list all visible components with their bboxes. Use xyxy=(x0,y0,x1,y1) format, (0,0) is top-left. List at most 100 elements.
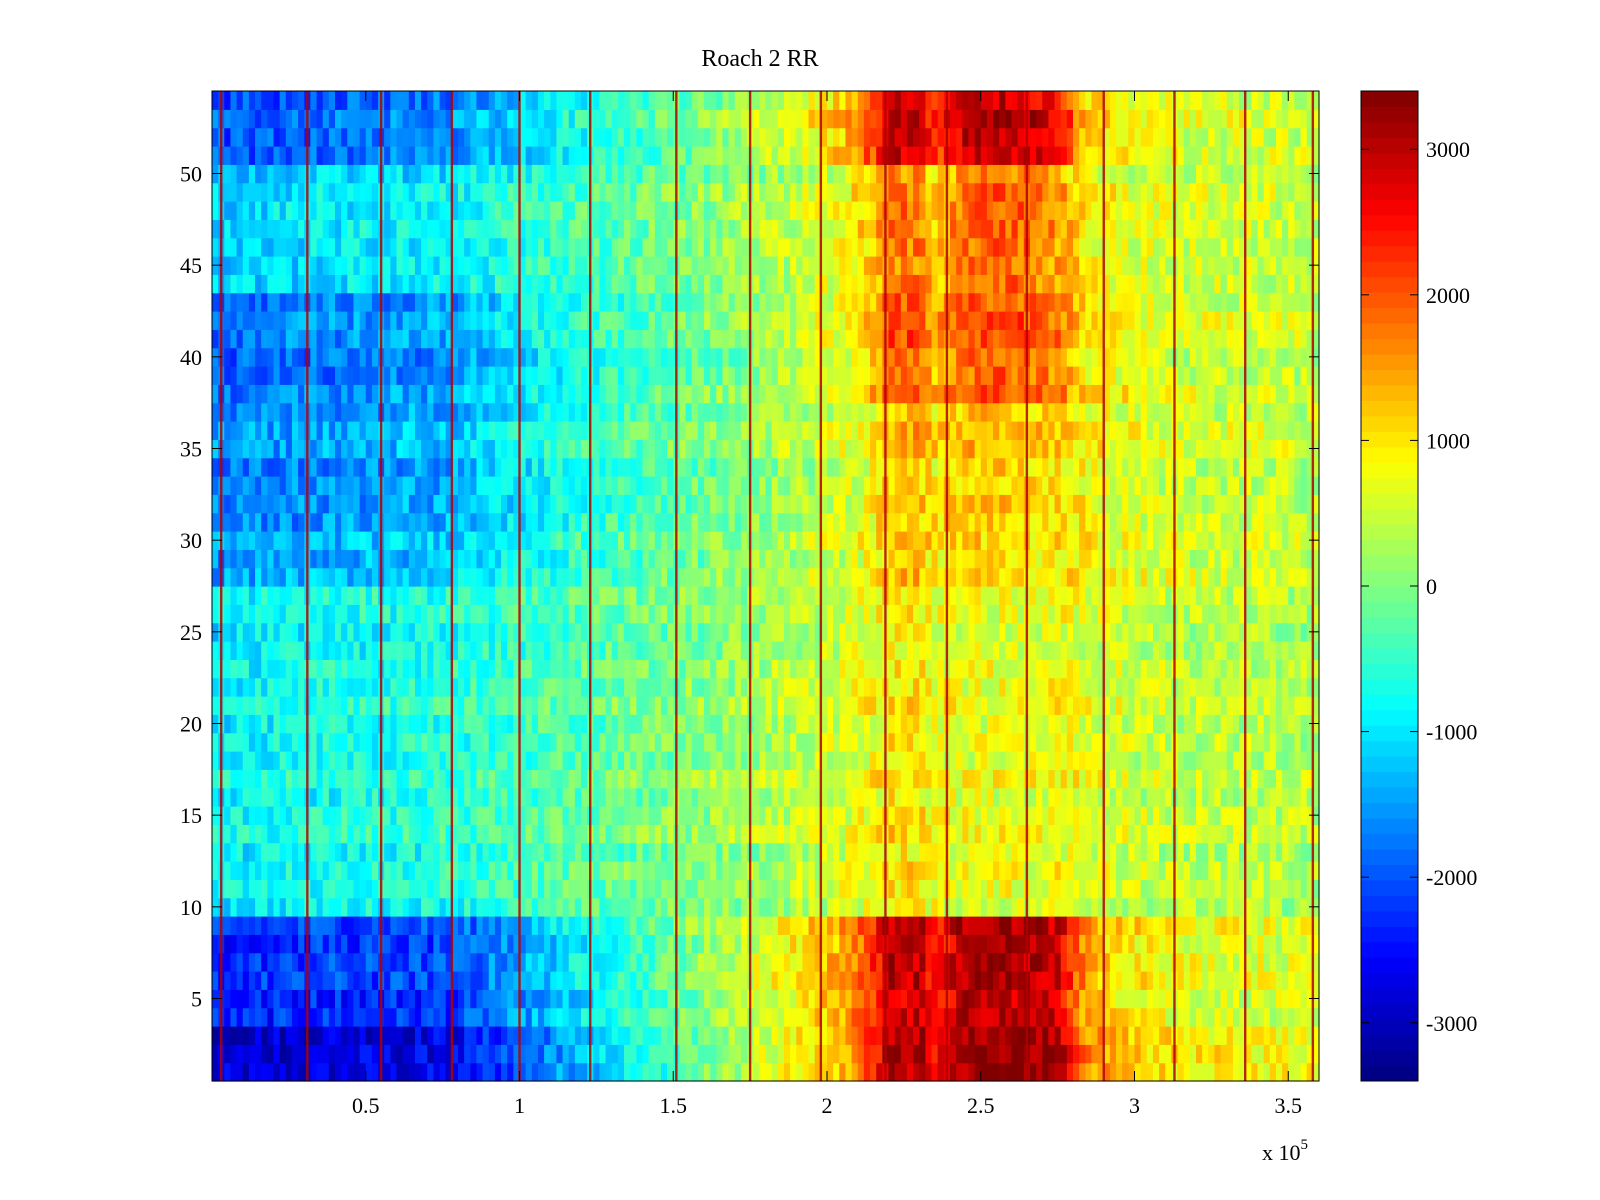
heatmap-cell xyxy=(267,714,275,734)
heatmap-cell xyxy=(771,622,779,642)
heatmap-cell xyxy=(488,604,496,624)
heatmap-cell xyxy=(488,622,496,642)
heatmap-cell xyxy=(1066,824,1074,844)
heatmap-cell xyxy=(925,604,933,624)
heatmap-cell xyxy=(1202,677,1209,697)
heatmap-cell xyxy=(1282,769,1289,789)
heatmap-cell xyxy=(568,971,576,990)
heatmap-cell xyxy=(1048,952,1056,972)
heatmap-cell xyxy=(230,1026,238,1045)
heatmap-cell xyxy=(913,971,920,990)
heatmap-cell xyxy=(827,1044,834,1064)
heatmap-cell xyxy=(1226,934,1234,954)
heatmap-cell xyxy=(1232,989,1240,1009)
heatmap-cell xyxy=(328,769,336,789)
heatmap-cell xyxy=(950,916,957,935)
heatmap-cell xyxy=(993,897,1000,917)
heatmap-cell xyxy=(1017,934,1025,954)
heatmap-cell xyxy=(1103,696,1111,715)
heatmap-cell xyxy=(630,677,637,697)
heatmap-cell xyxy=(335,696,342,715)
heatmap-cell xyxy=(396,787,404,807)
heatmap-cell xyxy=(544,1062,551,1082)
heatmap-cell xyxy=(550,604,557,624)
heatmap-cell xyxy=(783,586,791,605)
heatmap-cell xyxy=(445,787,453,807)
heatmap-cell xyxy=(870,971,877,990)
heatmap-cell xyxy=(1159,806,1166,825)
heatmap-cell xyxy=(482,1007,490,1027)
heatmap-cell xyxy=(279,567,287,587)
heatmap-cell xyxy=(704,952,711,972)
heatmap-cell xyxy=(396,567,404,587)
heatmap-cell xyxy=(1312,641,1320,660)
heatmap-cell xyxy=(371,806,379,825)
heatmap-cell xyxy=(1257,971,1265,990)
heatmap-cell xyxy=(390,861,398,880)
heatmap-cell xyxy=(1251,1044,1259,1064)
heatmap-cell xyxy=(667,787,674,807)
heatmap-cell xyxy=(298,842,305,862)
heatmap-cell xyxy=(796,641,803,660)
heatmap-cell xyxy=(660,842,668,862)
heatmap-cell xyxy=(562,989,570,1009)
heatmap-cell xyxy=(1275,586,1283,605)
heatmap-cell xyxy=(1152,1026,1160,1045)
heatmap-cell xyxy=(470,604,478,624)
heatmap-cell xyxy=(999,1062,1006,1082)
heatmap-cell xyxy=(1036,952,1043,972)
heatmap-cell xyxy=(956,879,963,899)
heatmap-cell xyxy=(802,769,810,789)
heatmap-cell xyxy=(544,604,551,624)
heatmap-cell xyxy=(1177,696,1185,715)
heatmap-cell xyxy=(537,787,545,807)
heatmap-cell xyxy=(1300,934,1308,954)
heatmap-cell xyxy=(956,787,963,807)
heatmap-cell xyxy=(980,879,988,899)
heatmap-cell xyxy=(519,806,527,825)
heatmap-cell xyxy=(1294,1026,1302,1045)
heatmap-cell xyxy=(298,824,305,844)
heatmap-cell xyxy=(925,971,933,990)
heatmap-cell xyxy=(974,879,982,899)
heatmap-cell xyxy=(993,586,1000,605)
heatmap-cell xyxy=(790,1062,797,1082)
heatmap-cell xyxy=(611,934,619,954)
heatmap-cell xyxy=(617,952,625,972)
heatmap-cell xyxy=(470,934,478,954)
heatmap-cell xyxy=(777,567,785,587)
heatmap-cell xyxy=(445,971,453,990)
heatmap-cell xyxy=(685,732,693,752)
heatmap-cell xyxy=(316,824,324,844)
heatmap-cell xyxy=(1048,916,1056,935)
heatmap-cell xyxy=(974,714,982,734)
heatmap-cell xyxy=(710,971,717,990)
heatmap-cell xyxy=(1239,641,1246,660)
heatmap-cell xyxy=(642,1007,650,1027)
heatmap-cell xyxy=(593,806,601,825)
heatmap-cell xyxy=(1140,971,1148,990)
heatmap-cell xyxy=(261,641,268,660)
heatmap-cell xyxy=(421,622,428,642)
heatmap-cell xyxy=(783,934,791,954)
heatmap-cell xyxy=(894,824,902,844)
heatmap-cell xyxy=(371,567,379,587)
heatmap-cell xyxy=(1251,824,1259,844)
heatmap-cell xyxy=(365,952,373,972)
heatmap-cell xyxy=(1183,897,1191,917)
heatmap-cell xyxy=(1177,586,1185,605)
heatmap-cell xyxy=(962,787,970,807)
heatmap-cell xyxy=(556,732,564,752)
heatmap-cell xyxy=(1269,1062,1277,1082)
heatmap-cell xyxy=(759,1044,767,1064)
heatmap-cell xyxy=(1029,586,1037,605)
heatmap-cell xyxy=(236,586,244,605)
heatmap-cell xyxy=(630,989,637,1009)
heatmap-cell xyxy=(236,989,244,1009)
heatmap-cell xyxy=(630,1062,637,1082)
heatmap-cell xyxy=(636,787,644,807)
heatmap-cell xyxy=(1109,934,1117,954)
heatmap-cell xyxy=(341,732,348,752)
heatmap-cell xyxy=(1239,751,1246,770)
heatmap-cell xyxy=(458,714,465,734)
